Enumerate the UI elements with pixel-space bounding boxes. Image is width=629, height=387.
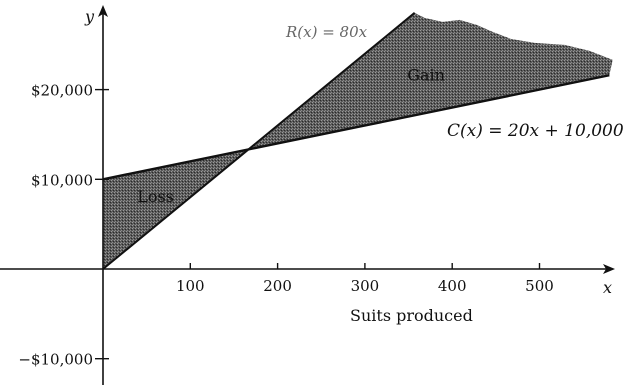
x-axis-name: x: [603, 278, 612, 297]
loss-label: Loss: [137, 187, 174, 206]
y-axis-arrow: [98, 5, 108, 17]
x-ticks: 100 200 300 400 500: [176, 263, 554, 295]
revenue-line: [102, 12, 416, 270]
gain-region: [248, 12, 613, 150]
y-tick-label: $20,000: [31, 82, 93, 100]
cost-line: [102, 74, 610, 181]
x-axis-arrow: [603, 264, 615, 274]
x-tick-label: 200: [263, 277, 292, 295]
x-tick-label: 100: [176, 277, 205, 295]
y-ticks: $20,000 $10,000 −$10,000: [18, 82, 109, 369]
cost-line-label: C(x) = 20x + 10,000: [447, 121, 624, 141]
y-tick-label: −$10,000: [18, 351, 93, 369]
x-tick-label: 300: [351, 277, 380, 295]
revenue-line-label: R(x) = 80x: [285, 23, 368, 41]
x-axis-label: Suits produced: [350, 306, 473, 325]
y-tick-label: $10,000: [31, 171, 93, 189]
gain-label: Gain: [407, 66, 445, 85]
x-tick-label: 500: [525, 277, 554, 295]
x-tick-label: 400: [438, 277, 467, 295]
y-axis-name: y: [84, 7, 95, 26]
